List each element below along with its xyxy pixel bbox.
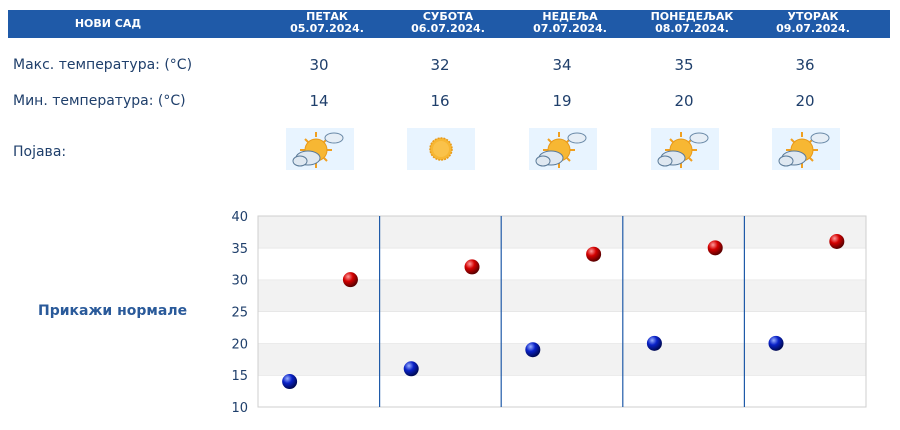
min-temp-point bbox=[282, 374, 298, 390]
min-temp-label: Мин. температура: (°C) bbox=[13, 93, 186, 109]
max-temp-point bbox=[586, 246, 602, 262]
y-tick-label: 40 bbox=[231, 210, 248, 225]
max-temp-label: Макс. температура: (°C) bbox=[13, 57, 193, 73]
y-tick-label: 25 bbox=[231, 306, 248, 321]
min-temp-point bbox=[768, 335, 784, 351]
sun-cloud-icon bbox=[529, 128, 597, 170]
max-temp-value: 36 bbox=[795, 56, 815, 74]
day-name: ПОНЕДЕЉАК bbox=[650, 10, 734, 23]
day-name: ПЕТАК bbox=[306, 10, 348, 23]
sun-cloud-icon bbox=[772, 128, 840, 170]
day-name: НЕДЕЉА bbox=[542, 10, 598, 23]
min-temp-value: 19 bbox=[552, 92, 572, 110]
day-date: 05.07.2024. bbox=[290, 22, 364, 35]
y-tick-label: 30 bbox=[231, 274, 248, 289]
day-date: 06.07.2024. bbox=[411, 22, 485, 35]
day-date: 08.07.2024. bbox=[655, 22, 729, 35]
sun-cloud-icon bbox=[286, 128, 354, 170]
chart-band bbox=[258, 343, 866, 376]
chart-band bbox=[258, 311, 866, 344]
y-tick-label: 35 bbox=[231, 242, 248, 257]
chart-band bbox=[258, 216, 866, 248]
y-tick-label: 20 bbox=[231, 337, 248, 352]
y-tick-label: 15 bbox=[231, 369, 248, 384]
min-temp-value: 16 bbox=[430, 92, 450, 110]
sun-icon bbox=[407, 128, 475, 170]
max-temp-value: 30 bbox=[309, 56, 329, 74]
min-temp-point bbox=[403, 361, 419, 377]
day-header-4: ПОНЕДЕЉАК 08.07.2024. bbox=[637, 11, 747, 37]
city-name: НОВИ САД bbox=[74, 17, 142, 30]
day-name: УТОРАК bbox=[787, 10, 839, 23]
max-temp-value: 35 bbox=[674, 56, 694, 74]
max-temp-point bbox=[829, 233, 845, 249]
day-name: СУБОТА bbox=[422, 10, 474, 23]
day-header-1: ПЕТАК 05.07.2024. bbox=[272, 11, 382, 37]
forecast-header: НОВИ САД ПЕТАК 05.07.2024. СУБОТА 06.07.… bbox=[8, 10, 890, 38]
day-date: 07.07.2024. bbox=[533, 22, 607, 35]
chart-band bbox=[258, 375, 866, 407]
min-temp-value: 20 bbox=[795, 92, 815, 110]
chart-band bbox=[258, 279, 866, 312]
max-temp-point bbox=[464, 259, 480, 275]
max-temp-point bbox=[342, 272, 358, 288]
y-tick-label: 10 bbox=[231, 401, 248, 416]
min-temp-point bbox=[525, 342, 541, 358]
plot-frame bbox=[257, 215, 867, 408]
sun-cloud-icon bbox=[651, 128, 719, 170]
min-temp-value: 14 bbox=[309, 92, 329, 110]
max-temp-value: 32 bbox=[430, 56, 450, 74]
day-header-5: УТОРАК 09.07.2024. bbox=[758, 11, 868, 37]
day-date: 09.07.2024. bbox=[776, 22, 850, 35]
chart-band bbox=[258, 247, 866, 280]
day-header-2: СУБОТА 06.07.2024. bbox=[393, 11, 503, 37]
day-header-3: НЕДЕЉА 07.07.2024. bbox=[515, 11, 625, 37]
max-temp-point bbox=[707, 240, 723, 256]
max-temp-value: 34 bbox=[552, 56, 572, 74]
show-normals-link[interactable]: Прикажи нормале bbox=[38, 303, 188, 319]
phenomenon-label: Појава: bbox=[13, 144, 67, 160]
min-temp-value: 20 bbox=[674, 92, 694, 110]
min-temp-point bbox=[646, 335, 662, 351]
